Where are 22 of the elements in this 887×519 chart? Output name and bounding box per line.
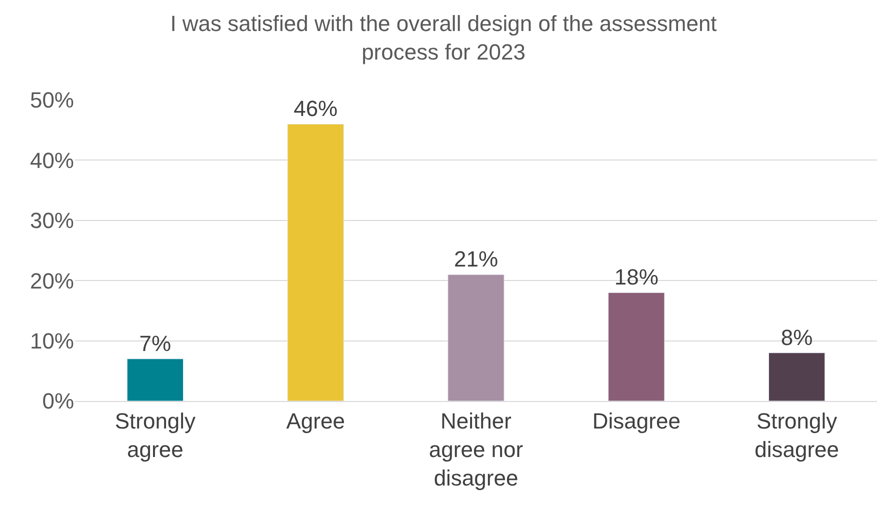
data-label: 18% [614,264,658,290]
bar [608,292,665,401]
data-label: 7% [139,330,172,356]
data-label: 8% [780,324,813,350]
y-tick-label: 30% [30,208,74,234]
data-label: 21% [454,246,498,272]
y-tick-label: 20% [30,268,74,294]
x-tick-label: Agree [286,408,345,434]
bar [448,274,504,401]
bar [287,124,344,401]
chart-title: I was satisfied with the overall design of the assessment process for 2023 [170,11,717,65]
x-tick-label: Neither agree nor disagree [428,408,524,491]
x-tick-label: Strongly agree [114,408,196,462]
bar [126,358,184,401]
y-tick-label: 0% [42,388,74,414]
y-tick-label: 40% [30,148,74,173]
data-label: 46% [294,96,338,122]
y-tick-label: 50% [30,88,74,113]
y-tick-label: 10% [30,328,74,354]
x-tick-label: Disagree [592,408,680,434]
x-tick-label: Strongly disagree [754,408,839,462]
bar [768,352,826,401]
